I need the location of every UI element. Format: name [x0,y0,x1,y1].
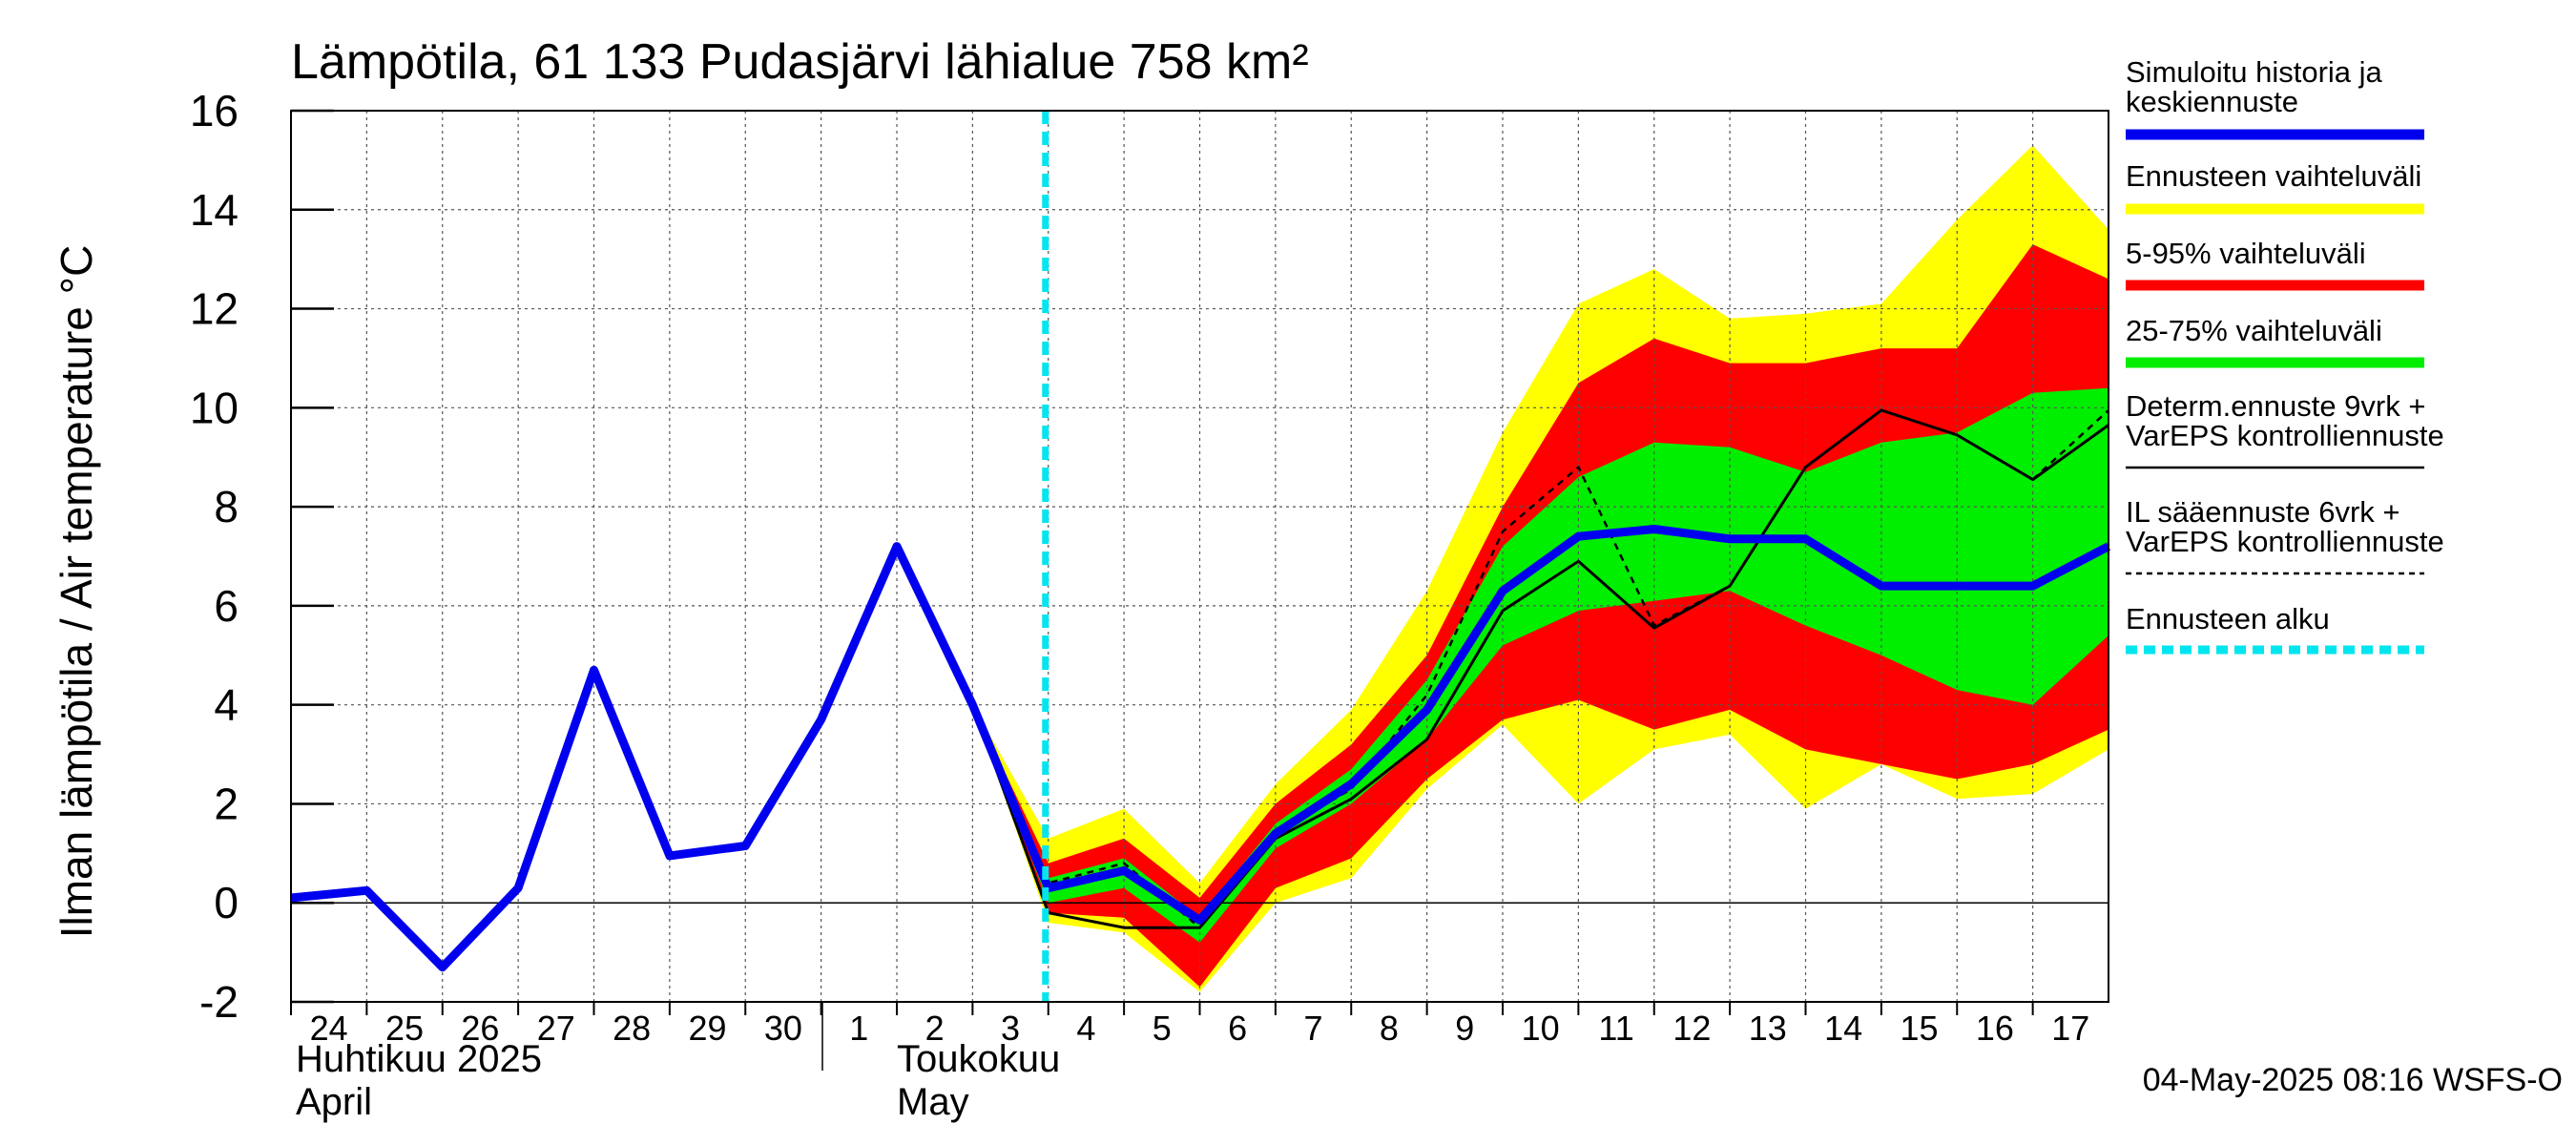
month-label-may-line1: Toukokuu [897,1038,1060,1080]
x-tick-label: 2 [925,1009,945,1048]
x-tick-label: 1 [849,1009,868,1048]
series-deterministic [895,408,2109,929]
x-tick-label: 14 [1824,1009,1862,1048]
y-tick-label: 16 [190,86,239,135]
y-tick-label: 12 [190,284,239,334]
x-tick-label: 30 [764,1009,802,1048]
series-lines [290,408,2111,972]
x-tick-label: 5 [1153,1009,1172,1048]
x-tick-label: 26 [461,1009,499,1048]
x-tick-label: 3 [1001,1009,1020,1048]
legend-label-determ: Determ.ennuste 9vrk + [2126,389,2425,423]
month-label-april-line2: April [296,1081,372,1123]
x-tick-label: 17 [2051,1009,2089,1048]
y-tick-label: 0 [214,878,239,927]
x-tick-label: 28 [613,1009,651,1048]
legend-label-range_5_95: 5-95% vaihteluväli [2126,237,2366,270]
legend-label-determ: VarEPS kontrolliennuste [2126,419,2444,452]
legend-label-forecast_start: Ennusteen alku [2126,602,2330,635]
x-tick-label: 8 [1380,1009,1399,1048]
plot-area [290,110,2111,1003]
legend-label-il: VarEPS kontrolliennuste [2126,525,2444,558]
x-tick-label: 6 [1228,1009,1247,1048]
y-tick-label: 10 [190,383,239,432]
footer-timestamp: 04-May-2025 08:16 WSFS-O [2143,1062,2563,1098]
month-labels: Huhtikuu 2025 April Toukokuu May [296,1002,1060,1123]
series-history-mean [290,525,2111,972]
x-axis-ticks: 24 25 26 27 28 29 30 1 2 3 4 5 6 7 8 9 10 11 12 13 14 15 16 17 [290,1002,2089,1048]
x-tick-label: 25 [385,1009,424,1048]
legend-label-history: Simuloitu historia ja [2126,55,2383,89]
legend-label-il: IL sääennuste 6vrk + [2126,495,2400,529]
y-axis-label: Ilman lämpötila / Air temperature °C [52,245,101,939]
legend-label-history: keskiennuste [2126,85,2298,118]
y-axis-ticks: -2 0 2 4 6 8 10 12 14 16 [190,86,334,1027]
x-tick-label: 4 [1076,1009,1095,1048]
x-tick-label: 16 [1976,1009,2014,1048]
x-tick-label: 9 [1455,1009,1474,1048]
x-tick-label: 12 [1672,1009,1711,1048]
y-tick-label: 4 [214,680,239,730]
month-label-april-line1: Huhtikuu 2025 [296,1038,542,1080]
month-label-may-line2: May [897,1081,969,1123]
series-control-dashed [2031,408,2109,481]
x-tick-label: 15 [1901,1009,1939,1048]
band-range_25_75 [972,387,2109,943]
x-tick-label: 29 [689,1009,727,1048]
chart-title: Lämpötila, 61 133 Pudasjärvi lähialue 75… [291,34,1309,90]
x-tick-label: 27 [537,1009,575,1048]
x-tick-label: 13 [1749,1009,1787,1048]
y-tick-label: -2 [199,977,239,1027]
x-tick-label: 24 [310,1009,348,1048]
y-tick-label: 8 [214,482,239,531]
x-tick-label: 7 [1304,1009,1323,1048]
y-tick-label: 14 [190,185,239,235]
x-tick-label: 10 [1522,1009,1560,1048]
x-tick-label: 11 [1598,1009,1633,1048]
legend-label-range_25_75: 25-75% vaihteluväli [2126,314,2382,347]
y-tick-label: 6 [214,581,239,631]
legend-label-range_full: Ennusteen vaihteluväli [2126,159,2421,193]
y-tick-label: 2 [214,779,239,828]
